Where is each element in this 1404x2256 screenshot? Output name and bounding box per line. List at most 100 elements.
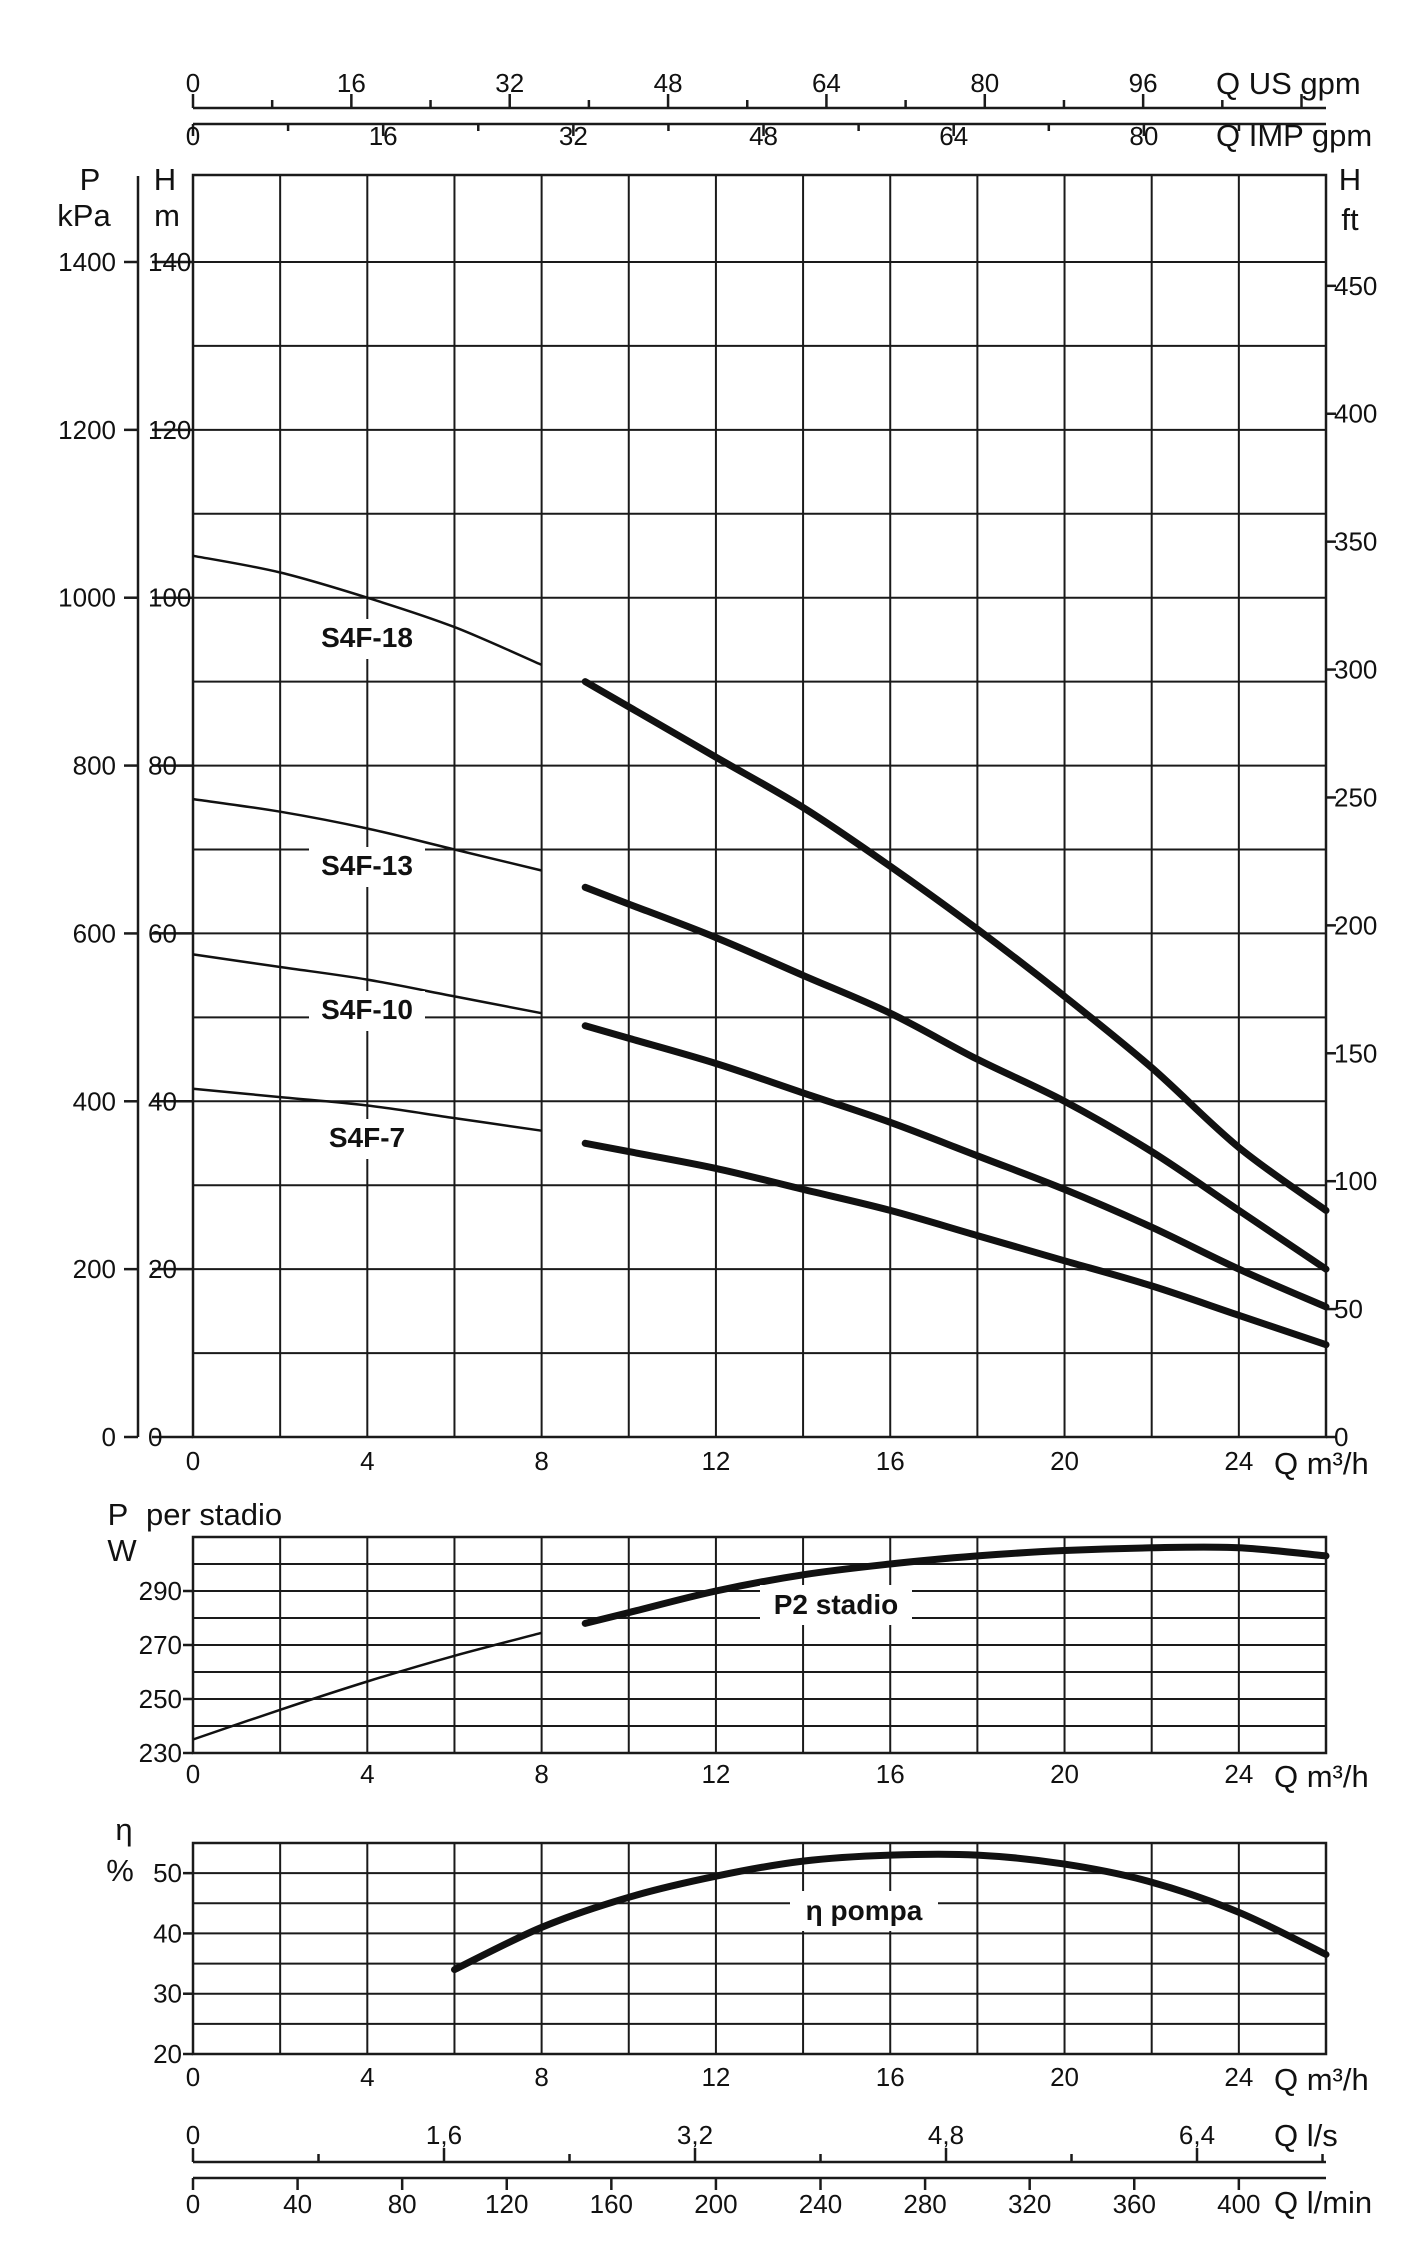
ft-tick-label: 250 [1334, 782, 1377, 812]
curve-s4f-7-thin [192, 1087, 542, 1132]
curve-s4f-7-thick [581, 1139, 1330, 1349]
power-y-tick-label: 230 [139, 1738, 182, 1768]
curve-label-bg [309, 991, 425, 1031]
p2-label-bg [760, 1585, 912, 1625]
m-tick-label: 40 [148, 1086, 177, 1116]
power-x-tick-label: 24 [1224, 1759, 1253, 1789]
curve-label-s4f-10: S4F-10 [321, 994, 413, 1025]
ft-tick-label: 200 [1334, 910, 1377, 940]
m-tick-label: 140 [148, 247, 191, 277]
power-y-tick-label: 250 [139, 1684, 182, 1714]
lmin-tick-label: 120 [485, 2189, 528, 2219]
ft-tick-label: 50 [1334, 1294, 1363, 1324]
lmin-tick-label: 40 [283, 2189, 312, 2219]
lmin-tick-label: 360 [1113, 2189, 1156, 2219]
lmin-tick-label: 200 [694, 2189, 737, 2219]
kpa-tick-label: 1000 [58, 583, 116, 613]
power-x-tick-label: 12 [701, 1759, 730, 1789]
lmin-tick-label: 280 [903, 2189, 946, 2219]
kpa-tick-label: 400 [73, 1086, 116, 1116]
eff-x-tick-label: 0 [186, 2062, 200, 2092]
us-gpm-tick-label: 48 [654, 68, 683, 98]
head-x-tick-label: 12 [701, 1446, 730, 1476]
curve-eta-pompa [451, 1850, 1330, 1974]
power-x-tick-label: 8 [534, 1759, 548, 1789]
curve-s4f-18-thin [192, 554, 543, 667]
power-chart: 230 250 270 290 P per stadio W 0 4 8 12 16 20 24 Q m³/… [107, 1497, 1368, 1794]
curve-label-bg [309, 1119, 425, 1159]
eta-pompa-label: η pompa [806, 1895, 923, 1926]
eff-x-unit: Q m³/h [1274, 2062, 1369, 2097]
curve-label-s4f-7: S4F-7 [329, 1122, 405, 1153]
us-gpm-tick-label: 64 [812, 68, 841, 98]
m-tick-label: 0 [148, 1422, 162, 1452]
kpa-tick-label: 200 [73, 1254, 116, 1284]
ls-axis-label: Q l/s [1274, 2118, 1338, 2153]
lmin-tick-label: 320 [1008, 2189, 1051, 2219]
ft-tick-label: 100 [1334, 1166, 1377, 1196]
curve-label-bg [309, 619, 425, 659]
ls-tick-label: 4,8 [928, 2120, 964, 2150]
curve-label-s4f-13: S4F-13 [321, 850, 413, 881]
ft-axis-title-h: H [1339, 162, 1361, 197]
eff-x-tick-label: 20 [1050, 2062, 1079, 2092]
head-x-unit: Q m³/h [1274, 1446, 1369, 1481]
power-y-title-suffix: per stadio [146, 1497, 282, 1532]
ft-axis-title-unit: ft [1341, 202, 1359, 237]
us-gpm-tick-label: 16 [337, 68, 366, 98]
curve-p2-stadio-thick [581, 1543, 1330, 1627]
us-gpm-tick-label: 32 [495, 68, 524, 98]
eff-x-tick-label: 12 [701, 2062, 730, 2092]
eff-plot-frame [191, 1841, 1328, 2056]
ls-tick-label: 3,2 [677, 2120, 713, 2150]
eff-y-tick-label: 40 [153, 1918, 182, 1948]
power-y-tick-label: 290 [139, 1576, 182, 1606]
m-tick-label: 120 [148, 415, 191, 445]
m-axis-title-unit: m [154, 198, 180, 233]
power-x-tick-label: 4 [360, 1759, 374, 1789]
head-chart: 0204060801001201400200400600800100012001… [57, 162, 1377, 1481]
imp-gpm-tick-label: 48 [749, 121, 778, 151]
ls-tick-label: 0 [186, 2120, 200, 2150]
lmin-tick-label: 0 [186, 2189, 200, 2219]
eta-label-bg [790, 1891, 938, 1931]
kpa-tick-label: 800 [73, 751, 116, 781]
lmin-tick-label: 80 [388, 2189, 417, 2219]
power-x-tick-label: 0 [186, 1759, 200, 1789]
ft-tick-label: 350 [1334, 527, 1377, 557]
eff-y-unit: % [106, 1853, 134, 1888]
eff-x-tick-label: 24 [1224, 2062, 1253, 2092]
us-gpm-tick-label: 96 [1129, 68, 1158, 98]
curve-label-s4f-18: S4F-18 [321, 622, 413, 653]
bottom-flow-axes: 0 1,6 3,2 4,8 6,4 Q l/s 0 40 80 120 160 200 240 280 32… [186, 2118, 1372, 2220]
kpa-tick-label: 0 [102, 1422, 116, 1452]
imp-gpm-tick-label: 0 [186, 121, 200, 151]
kpa-tick-label: 1400 [58, 247, 116, 277]
imp-gpm-tick-label: 32 [559, 121, 588, 151]
ft-tick-label: 300 [1334, 655, 1377, 685]
m-tick-label: 100 [148, 583, 191, 613]
power-y-title: P [108, 1497, 129, 1532]
ft-tick-label: 0 [1334, 1422, 1348, 1452]
head-plot-frame [191, 173, 1328, 1439]
imp-gpm-tick-label: 64 [939, 121, 968, 151]
head-x-tick-label: 4 [360, 1446, 374, 1476]
us-gpm-axis-label: Q US gpm [1216, 66, 1361, 101]
head-x-tick-label: 0 [186, 1446, 200, 1476]
imp-gpm-tick-label: 80 [1129, 121, 1158, 151]
lmin-axis-label: Q l/min [1274, 2185, 1372, 2220]
efficiency-chart: 20 30 40 50 η% 0 4 8 12 16 20 24 Q m³/h η pompa [106, 1812, 1369, 2097]
curve-s4f-13-thin [192, 797, 542, 872]
power-x-tick-label: 20 [1050, 1759, 1079, 1789]
eff-x-tick-label: 8 [534, 2062, 548, 2092]
eff-x-tick-label: 16 [876, 2062, 905, 2092]
head-x-tick-label: 8 [534, 1446, 548, 1476]
head-x-tick-label: 16 [876, 1446, 905, 1476]
ft-tick-label: 150 [1334, 1038, 1377, 1068]
head-x-tick-label: 24 [1224, 1446, 1253, 1476]
ls-tick-label: 6,4 [1179, 2120, 1215, 2150]
curve-s4f-13-thick [581, 883, 1330, 1273]
eff-y-tick-label: 30 [153, 1979, 182, 2009]
m-tick-label: 60 [148, 918, 177, 948]
